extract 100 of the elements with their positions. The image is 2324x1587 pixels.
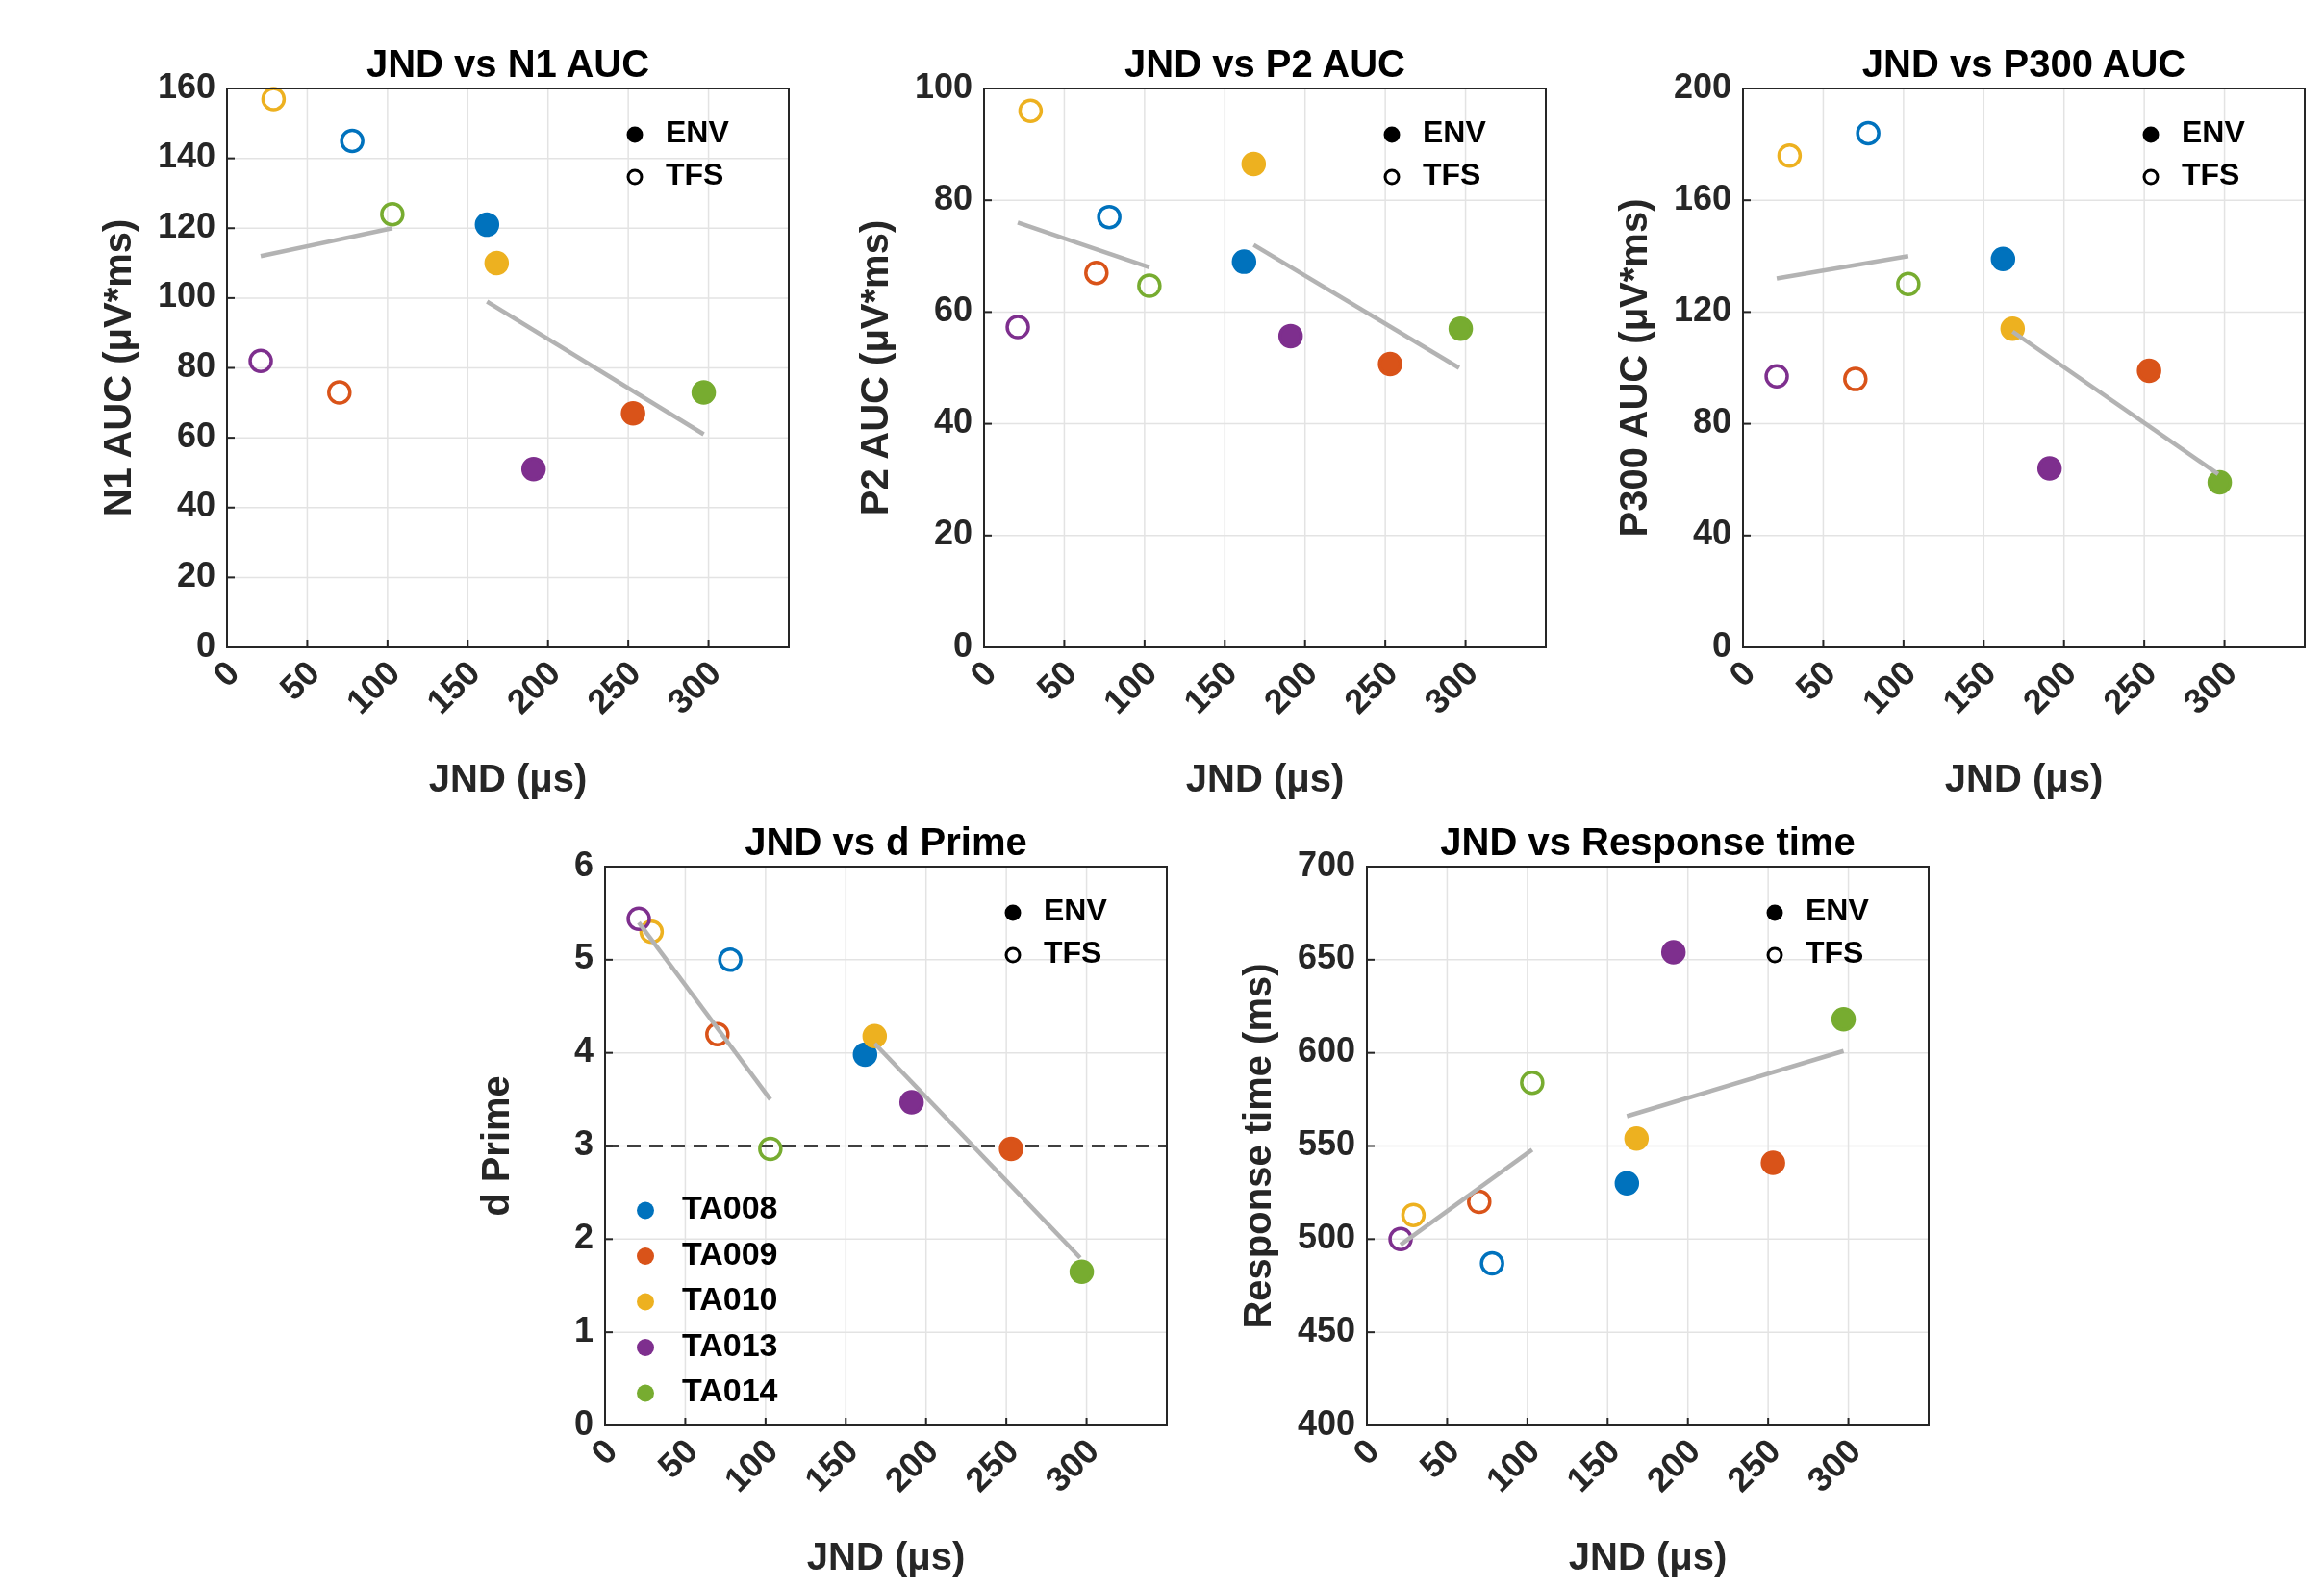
point (484, 250, 510, 276)
point (1448, 316, 1474, 341)
x-tick-label: 50 (271, 652, 327, 708)
y-tick-label: 5 (573, 937, 594, 977)
point (1896, 271, 1921, 297)
legend-label: TA009 (682, 1234, 778, 1272)
y-tick-label: 550 (1297, 1123, 1355, 1164)
x-tick-label: 250 (957, 1430, 1026, 1499)
annotation: TFS (2182, 157, 2240, 192)
chart-title: JND vs P2 AUC (1124, 42, 1405, 85)
x-tick-label: 150 (796, 1430, 866, 1499)
x-tick-label: 100 (716, 1430, 786, 1499)
x-tick-label: 100 (1095, 652, 1165, 721)
y-tick-label: 600 (1297, 1030, 1355, 1071)
y-tick-label: 80 (176, 345, 215, 386)
x-tick-label: 250 (2095, 652, 2164, 721)
point (1069, 1259, 1095, 1284)
x-tick-label: 300 (1037, 1430, 1106, 1499)
x-tick-label: 300 (2175, 652, 2244, 721)
x-tick-label: 150 (1934, 652, 2004, 721)
point (1401, 1202, 1427, 1227)
y-tick-label: 40 (176, 485, 215, 525)
point (327, 380, 352, 405)
legend-label: TA013 (682, 1325, 778, 1363)
x-axis-title: JND (μs) (428, 757, 588, 799)
point (2207, 469, 2233, 495)
y-tick-label: 100 (914, 65, 973, 106)
point (520, 457, 546, 482)
annotation: TFS (1044, 935, 1102, 970)
legend-label: TA008 (682, 1189, 778, 1226)
point (1990, 246, 2016, 271)
point (2136, 358, 2161, 384)
x-tick-label: 250 (1336, 652, 1405, 721)
point (1856, 120, 1881, 146)
x-axis-title: JND (μs) (806, 1535, 966, 1577)
annotation: ENV (1044, 893, 1108, 928)
point (474, 212, 500, 238)
y-tick-label: 6 (573, 844, 594, 884)
x-tick-label: 250 (579, 652, 648, 721)
point (340, 128, 365, 154)
y-axis-title: d Prime (474, 1075, 517, 1217)
point (248, 348, 273, 373)
x-tick-label: 150 (418, 652, 488, 721)
point (620, 400, 645, 426)
point (898, 1090, 924, 1115)
point (998, 1136, 1023, 1162)
annotation: ENV (1806, 893, 1870, 928)
x-tick-label: 150 (1175, 652, 1245, 721)
y-tick-label: 100 (157, 275, 215, 315)
y-tick-label: 140 (157, 136, 215, 176)
x-axis-title: JND (μs) (1944, 757, 2104, 799)
y-tick-label: 200 (1673, 65, 1731, 106)
y-tick-label: 0 (573, 1402, 594, 1443)
y-tick-label: 0 (1711, 624, 1731, 665)
point (862, 1023, 888, 1048)
point (1760, 1150, 1785, 1175)
point (1624, 1126, 1650, 1151)
annotation: TFS (1806, 935, 1864, 970)
x-tick-label: 150 (1558, 1430, 1628, 1499)
point (852, 1042, 878, 1068)
y-tick-label: 0 (952, 624, 973, 665)
chart-title: JND vs d Prime (745, 820, 1027, 863)
y-axis-title: Response time (ms) (1236, 963, 1278, 1329)
x-tick-label: 250 (1719, 1430, 1788, 1499)
point (380, 201, 405, 227)
chart-title: JND vs Response time (1440, 820, 1856, 863)
legend-label: TA014 (682, 1372, 778, 1409)
y-tick-label: 450 (1297, 1309, 1355, 1349)
point (1241, 151, 1267, 177)
x-tick-label: 100 (1478, 1430, 1548, 1499)
annotation: ENV (666, 114, 730, 150)
point (626, 906, 651, 931)
point (1137, 273, 1162, 298)
x-tick-label: 300 (1799, 1430, 1868, 1499)
point (2036, 456, 2062, 481)
y-tick-label: 40 (1692, 513, 1731, 553)
y-tick-label: 3 (573, 1123, 594, 1164)
point (1377, 351, 1402, 377)
point (1231, 249, 1257, 274)
point (1097, 204, 1122, 230)
x-tick-label: 50 (1028, 652, 1084, 708)
legend-label: TA010 (682, 1280, 778, 1318)
y-tick-label: 20 (176, 554, 215, 594)
point (1843, 366, 1868, 391)
chart-title: JND vs P300 AUC (1861, 42, 2186, 85)
x-tick-label: 300 (1416, 652, 1485, 721)
chart-title: JND vs N1 AUC (366, 42, 650, 85)
y-axis-title: N1 AUC (μV*ms) (96, 218, 139, 517)
y-tick-label: 4 (573, 1030, 594, 1071)
y-tick-label: 20 (933, 513, 973, 553)
annotation: ENV (1423, 114, 1487, 150)
point (691, 380, 717, 405)
y-tick-label: 60 (176, 415, 215, 455)
annotation: TFS (666, 157, 724, 192)
point (718, 947, 743, 972)
y-axis-title: P2 AUC (μV*ms) (853, 219, 896, 516)
point (1277, 323, 1303, 349)
y-tick-label: 500 (1297, 1216, 1355, 1256)
y-tick-label: 120 (157, 205, 215, 245)
y-tick-label: 40 (933, 401, 973, 441)
